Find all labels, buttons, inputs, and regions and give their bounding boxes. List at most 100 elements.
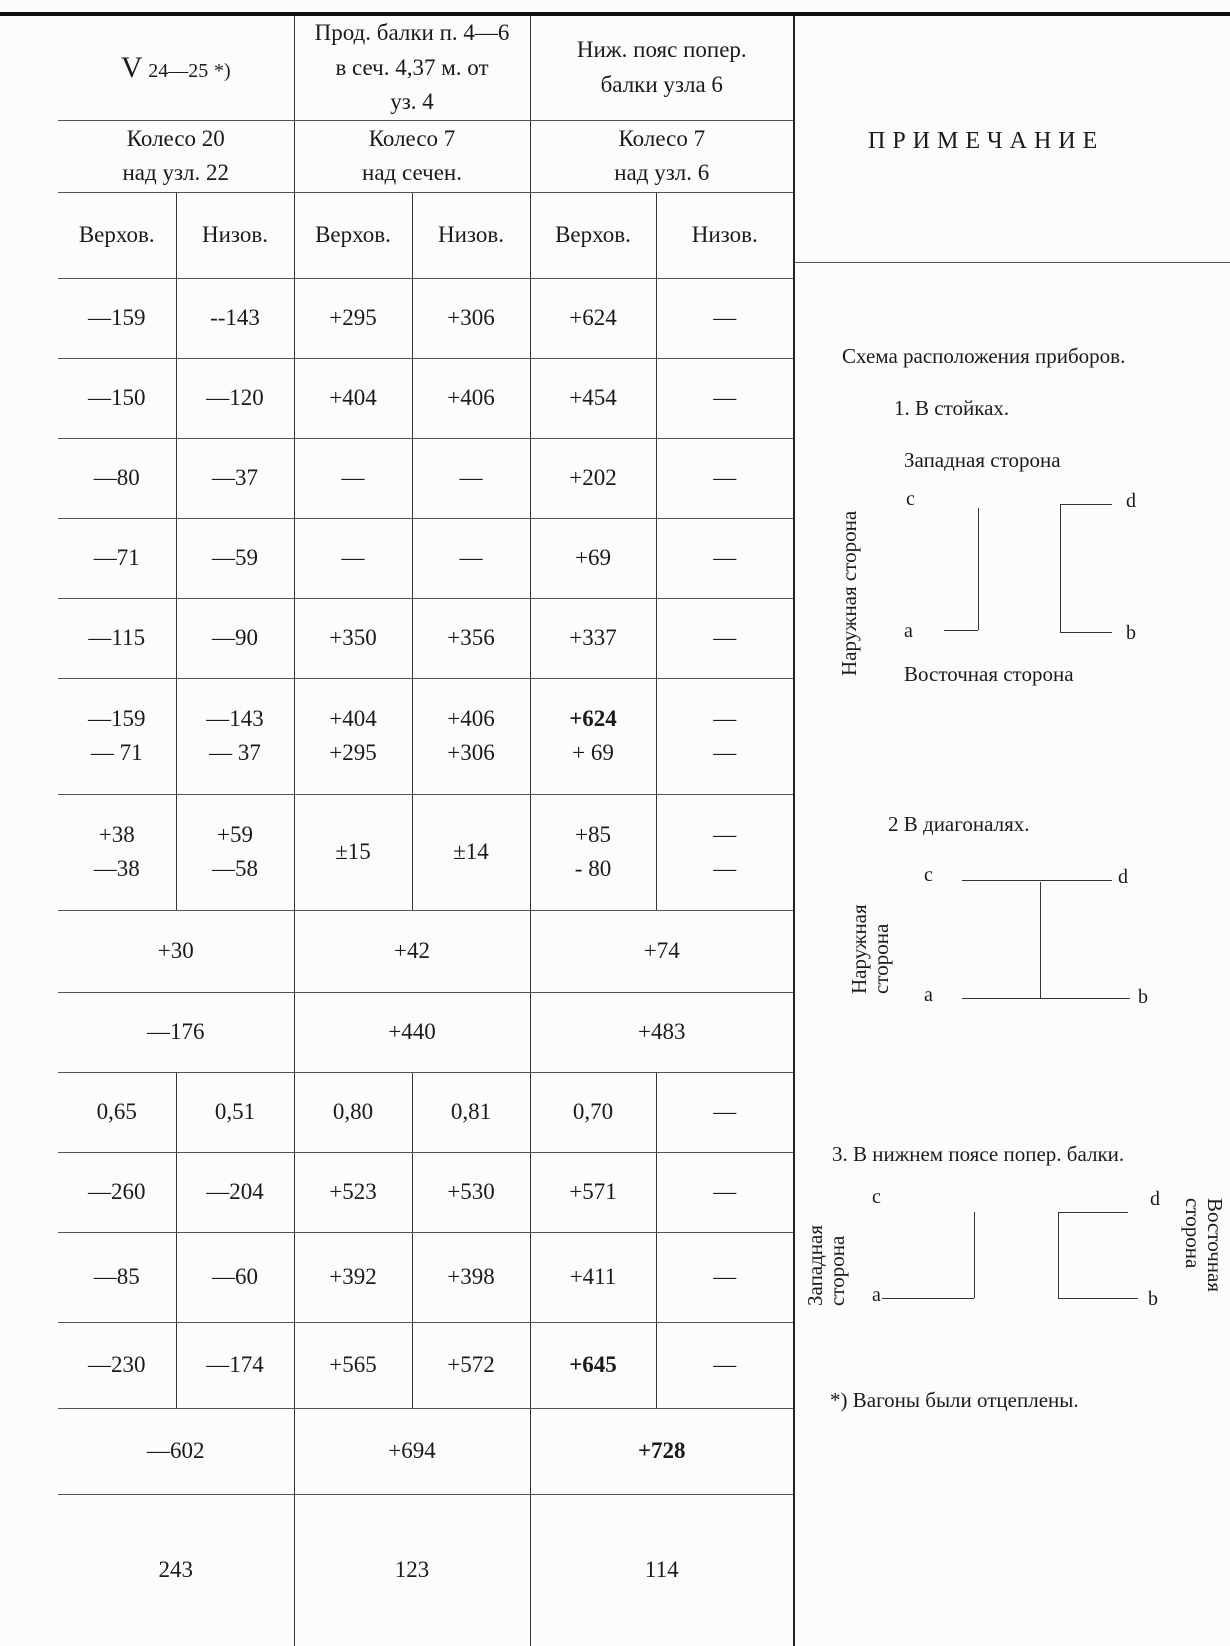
scheme1-point-b: b (1126, 622, 1136, 644)
value-cell: --143 (176, 278, 295, 359)
scheme-item-3: 3. В нижнем поясе попер. балки. (832, 1142, 1125, 1166)
value-cell: — (656, 1232, 796, 1323)
value-cell: +624 + 69 (530, 678, 657, 795)
value-cell: 123 (294, 1494, 531, 1646)
value-cell: —150 (58, 358, 177, 439)
scheme1-west-label: Западная сторона (904, 448, 1061, 472)
scheme3-point-d: d (1150, 1188, 1160, 1210)
header-wheel-3: Колесо 7 над узл. 6 (530, 120, 796, 193)
value-cell: 243 (58, 1494, 295, 1646)
value-cell: +404 (294, 358, 413, 439)
scheme1-left-foot (944, 630, 978, 631)
value-cell: —204 (176, 1152, 295, 1233)
table-row: —80 —37 — — +202 — (58, 438, 796, 519)
value-cell: +694 (294, 1408, 531, 1495)
table-row: —115 —90 +350 +356 +337 — (58, 598, 796, 679)
table-row-merged: 243 123 114 (58, 1494, 796, 1646)
scheme-item-2: 2 В диагоналях. (888, 812, 1030, 836)
value-cell: ±15 (294, 794, 413, 911)
measurements-table: V 24—25 *) Прод. балки п. 4—6 в сеч. 4,3… (58, 16, 796, 1646)
value-cell: +398 (412, 1232, 531, 1323)
value-cell: — (656, 1322, 796, 1409)
value-cell: —174 (176, 1322, 295, 1409)
table-row: 0,65 0,51 0,80 0,81 0,70 — (58, 1072, 796, 1153)
scheme3-west-label: Западная сторона (803, 1224, 850, 1306)
value-cell: +404 +295 (294, 678, 413, 795)
value-cell: — (656, 598, 796, 679)
value-cell: +85- 80 (530, 794, 657, 911)
table-row: —150 —120 +404 +406 +454 — (58, 358, 796, 439)
value-cell: +571 (530, 1152, 657, 1233)
value-cell: +306 (412, 278, 531, 359)
scheme2-web (1040, 882, 1041, 998)
value-cell: —120 (176, 358, 295, 439)
scheme1-point-d: d (1126, 490, 1136, 512)
value-cell: — (656, 1152, 796, 1233)
value-cell: —90 (176, 598, 295, 679)
value-cell: 114 (530, 1494, 796, 1646)
col-label: Низов. (176, 192, 295, 279)
value-cell: +42 (294, 910, 531, 993)
value-cell: +530 (412, 1152, 531, 1233)
header-v-cell: V 24—25 *) (58, 16, 295, 121)
value-cell: +356 (412, 598, 531, 679)
table-row-merged: —602 +694 +728 (58, 1408, 796, 1495)
scheme3-point-a: a (872, 1284, 881, 1306)
value-cell: +406 +306 (412, 678, 531, 795)
table-row-double: +38 —38 +59 —58 ±15 ±14 +85- 80 — — (58, 794, 796, 911)
value-cell: —602 (58, 1408, 295, 1495)
value-cell: — (656, 438, 796, 519)
value-cell: —176 (58, 992, 295, 1073)
scheme3-point-c: c (872, 1186, 881, 1208)
value-cell: +350 (294, 598, 413, 679)
table-row: —230 —174 +565 +572 +645 — (58, 1322, 796, 1409)
value-cell: +202 (530, 438, 657, 519)
value-cell: +523 (294, 1152, 413, 1233)
col-label: Низов. (412, 192, 531, 279)
scheme3-right-top (1058, 1212, 1128, 1213)
value-cell: +69 (530, 518, 657, 599)
table-row-double: —159— 71 —143— 37 +404 +295 +406 +306 +624… (58, 678, 796, 795)
value-cell: +59 —58 (176, 794, 295, 911)
table-row: —71 —59 — — +69 — (58, 518, 796, 599)
v-subscript: 24—25 (148, 60, 209, 83)
value-cell: — (656, 358, 796, 439)
v-footnote-mark: *) (214, 60, 231, 83)
value-cell: +565 (294, 1322, 413, 1409)
header-col2-title: Прод. балки п. 4—6 в сеч. 4,37 м. от уз.… (294, 16, 531, 121)
value-cell: —71 (58, 518, 177, 599)
value-cell: — (294, 518, 413, 599)
header-row-1: V 24—25 *) Прод. балки п. 4—6 в сеч. 4,3… (58, 16, 796, 121)
table-row-merged: +30 +42 +74 (58, 910, 796, 993)
value-cell: +440 (294, 992, 531, 1073)
value-cell: —260 (58, 1152, 177, 1233)
value-cell: 0,80 (294, 1072, 413, 1153)
footnote: *) Вагоны были отцеплены. (830, 1388, 1079, 1412)
scheme1-right-member (1060, 504, 1061, 632)
scheme2-bottom-chord (962, 998, 1130, 999)
value-cell: —60 (176, 1232, 295, 1323)
table-row-merged: —176 +440 +483 (58, 992, 796, 1073)
table-row: —85 —60 +392 +398 +411 — (58, 1232, 796, 1323)
value-cell: — (656, 278, 796, 359)
scheme2-point-a: a (924, 984, 933, 1006)
scheme2-point-d: d (1118, 866, 1128, 888)
value-cell: +624 (530, 278, 657, 359)
value-cell: —230 (58, 1322, 177, 1409)
scheme3-point-b: b (1148, 1288, 1158, 1310)
value-cell: +74 (530, 910, 796, 993)
scheme3-right-foot (1058, 1298, 1138, 1299)
value-cell: 0,81 (412, 1072, 531, 1153)
value-cell: —115 (58, 598, 177, 679)
value-cell: — (656, 518, 796, 599)
top-rule (0, 12, 1230, 16)
scheme1-point-a: a (904, 620, 913, 642)
value-cell: +572 (412, 1322, 531, 1409)
scheme3-east-label: Восточная сторона (1180, 1198, 1227, 1292)
value-cell: +406 (412, 358, 531, 439)
col-label: Низов. (656, 192, 796, 279)
notes-title: ПРИМЕЧАНИЕ (868, 128, 1105, 154)
value-cell: — — (656, 678, 796, 795)
header-row-2: Колесо 20 над узл. 22 Колесо 7 над сечен… (58, 120, 796, 193)
value-cell: +392 (294, 1232, 413, 1323)
